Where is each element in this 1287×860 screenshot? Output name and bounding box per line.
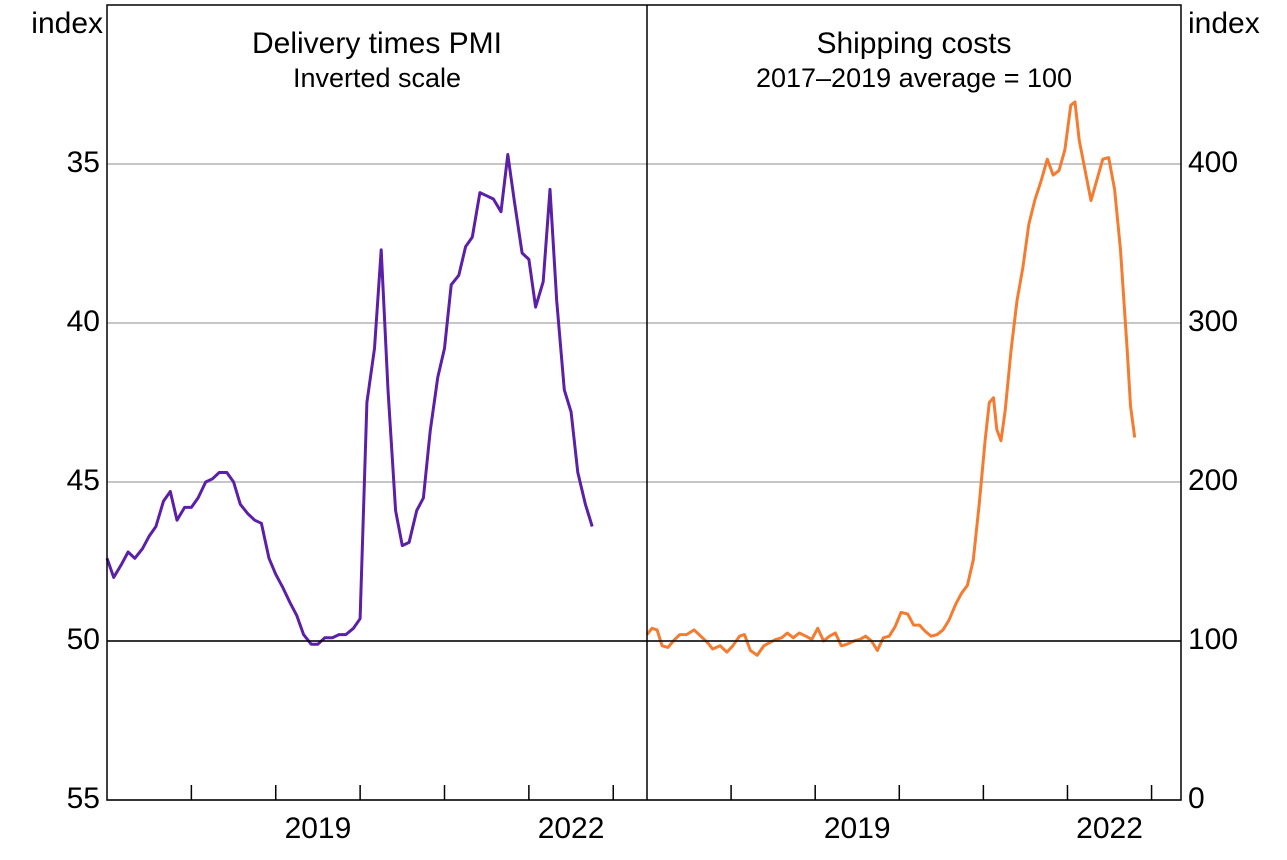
y-tick-label: 40 [67,305,100,338]
y-tick-label: 50 [67,623,100,656]
y-axis-label: index [1188,7,1260,40]
data-line [645,100,1137,657]
y-tick-label: 45 [67,464,100,497]
y-tick-label: 200 [1188,464,1238,497]
y-tick-label: 400 [1188,146,1238,179]
data-line [105,153,594,646]
plot-frame [106,4,1182,801]
panel-title: Delivery times PMI [252,27,502,60]
panel-title: Shipping costs [816,27,1011,60]
x-tick-label: 2022 [538,812,605,845]
y-tick-label: 300 [1188,305,1238,338]
x-tick-label: 2022 [1076,812,1143,845]
y-axis-label: index [31,7,103,40]
panel-subtitle: Inverted scale [293,63,461,93]
y-tick-label: 0 [1188,782,1205,815]
panel-subtitle: 2017–2019 average = 100 [756,63,1072,93]
y-tick-label: 35 [67,146,100,179]
x-tick-label: 2019 [285,812,352,845]
y-tick-label: 100 [1188,623,1238,656]
y-tick-label: 55 [67,782,100,815]
x-tick-label: 2019 [824,812,891,845]
